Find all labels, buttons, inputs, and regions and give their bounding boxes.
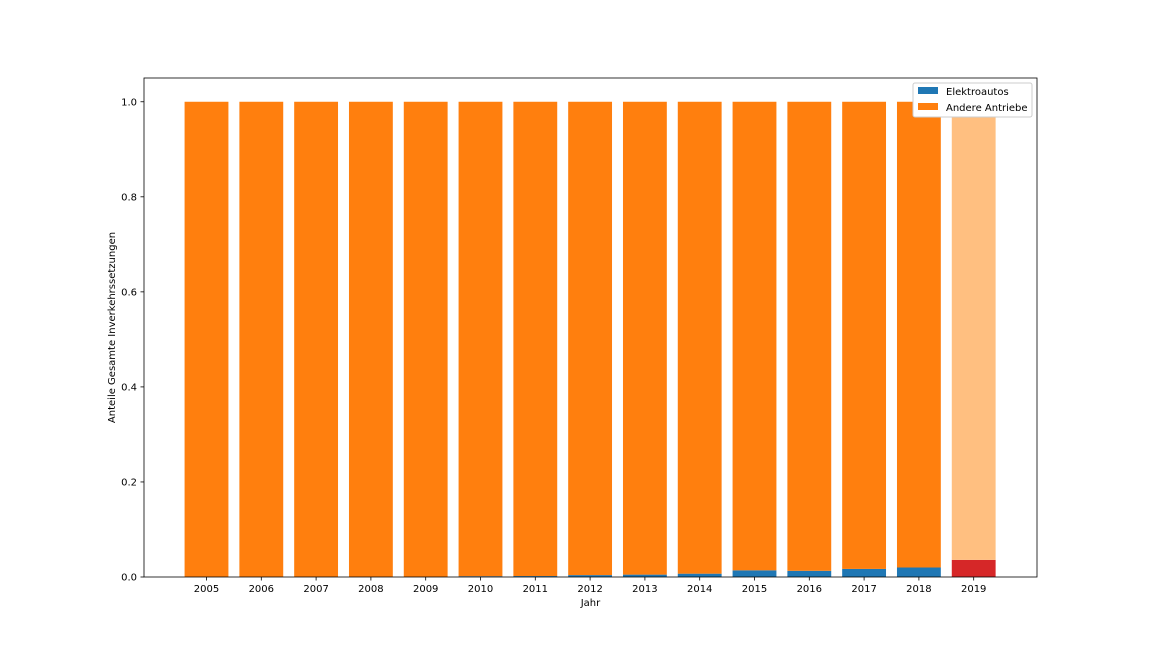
y-tick-label: 0.4 [121,382,137,393]
bar-andere-antriebe-2007 [294,101,339,577]
bar-andere-antriebe-2014 [677,101,722,574]
bar-andere-antriebe-2017 [842,101,887,569]
legend-swatch-andere-antriebe [918,103,938,110]
bar-andere-antriebe-2009 [403,101,448,577]
x-tick-label: 2007 [303,584,328,595]
bar-elektroautos-2015 [732,570,777,577]
x-tick-label: 2011 [523,584,548,595]
y-tick-label: 0.6 [121,287,137,298]
bar-elektroautos-2018 [896,567,941,577]
bar-andere-antriebe-2015 [732,101,777,571]
y-tick-label: 1.0 [121,97,137,108]
x-tick-label: 2017 [851,584,876,595]
x-tick-label: 2005 [194,584,219,595]
bar-elektroautos-2017 [842,568,887,577]
bar-elektroautos-2011 [513,576,558,577]
x-axis-label: Jahr [580,598,601,609]
x-axis: 2005 2006 2007 2008 2009 2010 2011 2012 2013 2014… [194,577,986,595]
x-tick-label: 2016 [797,584,822,595]
plot-frame [143,77,1038,578]
bar-andere-antriebe-2018 [896,101,941,568]
bar-elektroautos-2010 [458,576,503,577]
y-tick-label: 0.2 [121,477,137,488]
x-tick-label: 2006 [249,584,274,595]
bar-andere-antriebe-2011 [513,101,558,577]
x-tick-label: 2015 [742,584,767,595]
x-tick-label: 2010 [468,584,493,595]
legend: Elektroautos Andere Antriebe [912,82,1033,118]
bar-andere-antriebe-2005 [184,101,229,577]
legend-box [912,82,1033,118]
bar-elektroautos-2013 [622,574,667,577]
legend-swatch-elektroautos [918,87,938,94]
y-tick-label: 0.8 [121,192,137,203]
bar-andere-antriebe-2006 [239,101,284,577]
y-axis: 0.0 0.2 0.4 0.6 0.8 1.0 [121,97,144,584]
x-tick-label: 2019 [961,584,986,595]
legend-label-andere-antriebe: Andere Antriebe [946,103,1028,114]
bar-elektroautos-2012 [568,575,613,577]
bar-elektroautos-2014 [677,573,722,577]
bar-elektroautos-2019 [951,559,996,577]
bar-elektroautos-2016 [787,570,832,577]
bar-andere-antriebe-2016 [787,101,832,571]
x-tick-label: 2012 [577,584,602,595]
y-tick-label: 0.0 [121,573,137,584]
x-tick-label: 2014 [687,584,712,595]
y-axis-label: Anteile Gesamte Inverkehrssetzungen [107,232,118,423]
x-tick-label: 2008 [358,584,383,595]
x-tick-label: 2013 [632,584,657,595]
x-tick-label: 2009 [413,584,438,595]
legend-label-elektroautos: Elektroautos [946,87,1009,98]
bars-group [184,101,996,577]
bar-andere-antriebe-2010 [458,101,503,577]
bar-andere-antriebe-2012 [568,101,613,576]
bar-andere-antriebe-2008 [348,101,393,577]
bar-andere-antriebe-2013 [622,101,667,575]
bar-andere-antriebe-2019 [951,101,996,560]
x-tick-label: 2018 [906,584,931,595]
